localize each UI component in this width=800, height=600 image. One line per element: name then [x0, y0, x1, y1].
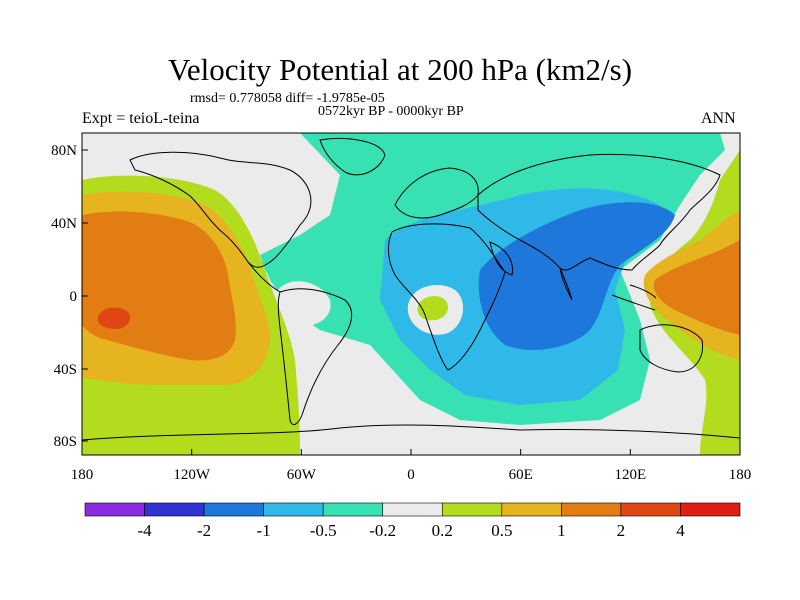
colorbar-swatch — [382, 502, 443, 517]
map-title: Velocity Potential at 200 hPa (km2/s) — [167, 52, 633, 87]
y-tick-label: 40S — [54, 362, 77, 378]
colorbar-label: -0.5 — [310, 521, 337, 540]
field-gray-pacific-gap — [276, 281, 331, 327]
colorbar: -4 -2 -1 -0.5 -0.2 0.2 0.5 1 2 4 — [84, 502, 741, 540]
y-tick-label: 80S — [54, 434, 77, 450]
x-tick-label: 180 — [71, 467, 94, 483]
coast-antarctica — [82, 424, 740, 441]
season-label: ANN — [701, 110, 736, 127]
coast-australia — [639, 324, 704, 373]
y-axis: 80N 40N 0 40S 80S — [51, 143, 88, 450]
x-axis: 180 120W 60W 0 60E 120E 180 — [71, 449, 752, 483]
y-tick-label: 80N — [51, 143, 77, 159]
field-orange-east — [653, 240, 740, 335]
colorbar-swatch — [561, 502, 622, 517]
colorbar-swatch — [680, 502, 741, 517]
experiment-label: Expt = teioL-teina — [82, 110, 200, 127]
colorbar-label: 2 — [617, 521, 626, 540]
coast-arabia — [489, 241, 514, 276]
colorbar-swatch — [203, 502, 264, 517]
coast-maritime-continent — [611, 284, 657, 311]
colorbar-swatch — [620, 502, 681, 517]
colorbar-swatch — [263, 502, 324, 517]
coastlines — [82, 138, 740, 441]
period-label: 0572kyr BP - 0000kyr BP — [318, 104, 464, 119]
colorbar-label: 4 — [676, 521, 685, 540]
y-tick-label: 0 — [70, 289, 78, 305]
coast-central-america — [247, 261, 281, 293]
colorbar-swatch — [144, 502, 205, 517]
x-tick-label: 60W — [287, 467, 317, 483]
coast-greenland — [319, 138, 386, 176]
colorbar-label: -1 — [257, 521, 271, 540]
x-tick-label: 180 — [729, 467, 752, 483]
x-tick-label: 0 — [407, 467, 415, 483]
coast-asia — [477, 153, 721, 271]
field-red-west — [97, 307, 131, 330]
y-tick-label: 40N — [51, 216, 77, 232]
colorbar-swatch — [322, 502, 384, 517]
colorbar-label: 1 — [557, 521, 566, 540]
coast-africa — [387, 223, 506, 371]
coast-north-america — [129, 151, 312, 268]
colorbar-swatch — [84, 502, 145, 517]
colorbar-label: -0.2 — [369, 521, 396, 540]
colorbar-label: -2 — [197, 521, 211, 540]
field-teal-gulf — [262, 253, 293, 275]
coast-india — [559, 267, 573, 301]
x-tick-label: 60E — [509, 467, 533, 483]
colorbar-swatch — [441, 502, 503, 517]
colorbar-label: -4 — [137, 521, 152, 540]
x-tick-label: 120W — [173, 467, 211, 483]
field-blue-core — [478, 202, 675, 350]
colorbar-label: 0.5 — [491, 521, 512, 540]
coast-south-america — [277, 288, 353, 426]
colorbar-swatch — [501, 502, 562, 517]
stats-label: rmsd= 0.778058 diff= -1.9785e-05 — [190, 91, 385, 106]
colorbar-label: 0.2 — [432, 521, 453, 540]
x-tick-label: 120E — [614, 467, 646, 483]
